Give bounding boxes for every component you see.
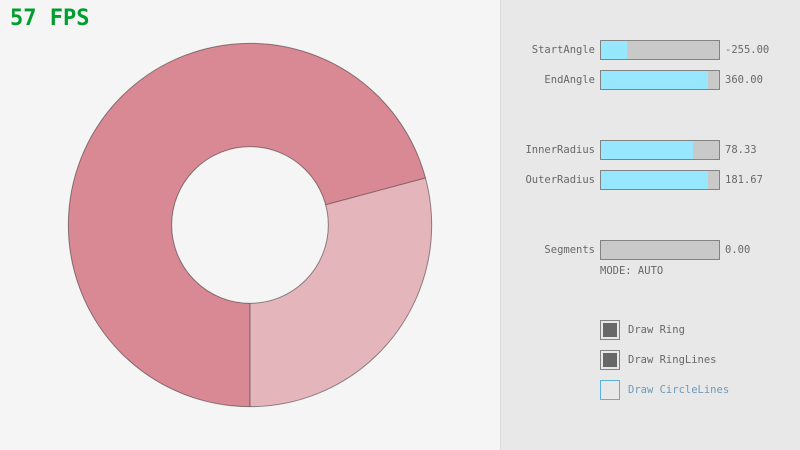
inner-radius-value: 78.33: [725, 144, 757, 156]
start-angle-value: -255.00: [725, 44, 770, 56]
ring-inner-outline: [171, 146, 329, 304]
draw-circlelines-label: Draw CircleLines: [628, 384, 730, 396]
controls-panel: StartAngle -255.00 EndAngle 360.00 Inner…: [500, 0, 800, 450]
end-angle-slider[interactable]: [600, 70, 720, 90]
draw-ringlines-checkbox[interactable]: [600, 350, 620, 370]
outer-radius-value: 181.67: [725, 174, 763, 186]
end-angle-label: EndAngle: [544, 74, 595, 86]
end-angle-value: 360.00: [725, 74, 763, 86]
segments-mode-label: MODE: AUTO: [600, 265, 664, 277]
inner-radius-slider-fill: [601, 141, 694, 159]
segments-label: Segments: [544, 244, 595, 256]
checkbox-row-draw-ring: Draw Ring: [600, 320, 800, 340]
slider-row-start-angle: StartAngle -255.00: [501, 40, 800, 60]
ring-radial-line-105deg: [325, 177, 426, 206]
fps-counter: 57 FPS: [10, 6, 90, 31]
ring-chart: [67, 42, 433, 408]
outer-radius-label: OuterRadius: [525, 174, 595, 186]
outer-radius-slider-fill: [601, 171, 709, 189]
draw-ring-checkbox[interactable]: [600, 320, 620, 340]
segments-slider[interactable]: [600, 240, 720, 260]
checkbox-row-draw-ringlines: Draw RingLines: [600, 350, 800, 370]
start-angle-slider[interactable]: [600, 40, 720, 60]
slider-row-outer-radius: OuterRadius 181.67: [501, 170, 800, 190]
inner-radius-slider[interactable]: [600, 140, 720, 160]
start-angle-label: StartAngle: [531, 44, 595, 56]
slider-row-end-angle: EndAngle 360.00: [501, 70, 800, 90]
draw-ringlines-label: Draw RingLines: [628, 354, 717, 366]
slider-row-inner-radius: InnerRadius 78.33: [501, 140, 800, 160]
end-angle-slider-fill: [601, 71, 709, 89]
ring-outer-outline: [67, 42, 433, 408]
inner-radius-label: InnerRadius: [525, 144, 595, 156]
ring-segment-overlap-double-pass: [68, 43, 426, 407]
segments-value: 0.00: [725, 244, 751, 256]
draw-circlelines-checkbox[interactable]: [600, 380, 620, 400]
checkbox-row-draw-circlelines: Draw CircleLines: [600, 380, 800, 400]
outer-radius-slider[interactable]: [600, 170, 720, 190]
slider-row-segments: Segments 0.00: [501, 240, 800, 260]
ring-segment-single-pass: [250, 177, 432, 407]
draw-ring-label: Draw Ring: [628, 324, 685, 336]
start-angle-slider-fill: [601, 41, 627, 59]
